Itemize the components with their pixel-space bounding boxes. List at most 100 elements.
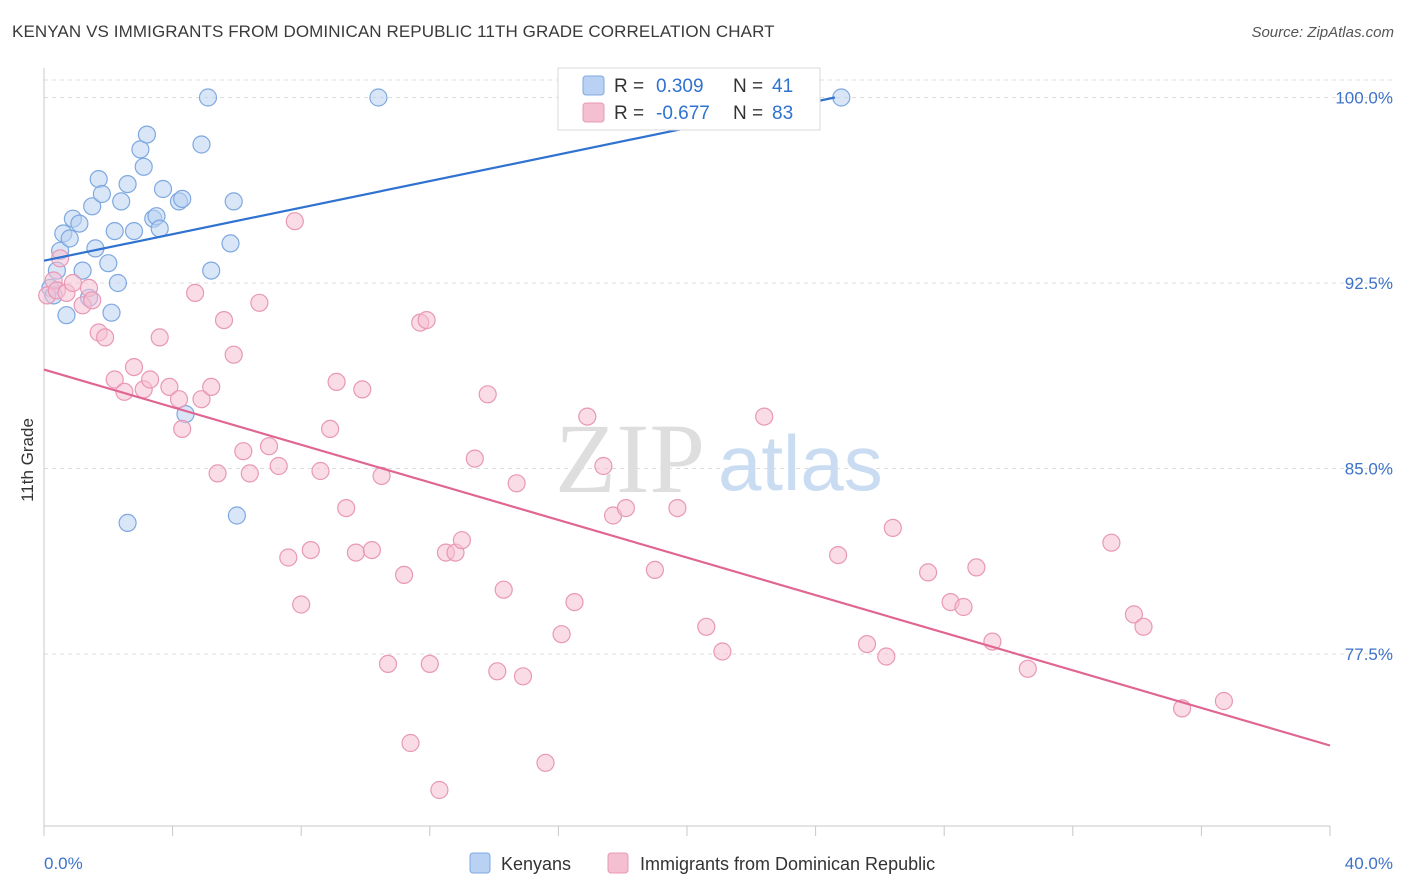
- kenyans-point: [124, 222, 144, 241]
- watermark-atlas: atlas: [718, 419, 883, 507]
- chart-title: KENYAN VS IMMIGRANTS FROM DOMINICAN REPU…: [12, 22, 775, 41]
- dominican-point: [417, 311, 436, 330]
- dominican-point: [234, 442, 253, 461]
- gridlines: [44, 79, 1392, 655]
- x-tick-label-end: 40.0%: [1345, 854, 1393, 873]
- dominican-point: [828, 545, 848, 565]
- dominican-point: [124, 358, 144, 377]
- legend-swatch-blue: [582, 75, 605, 96]
- dominican-point: [337, 499, 356, 518]
- dominican-point: [160, 377, 179, 396]
- legend-n-label-pink: N =: [733, 103, 763, 124]
- kenyans-point: [83, 197, 102, 216]
- bottom-legend-swatch-dominican: [607, 852, 629, 874]
- dominican-point: [346, 543, 365, 562]
- dominican-point: [1214, 691, 1234, 711]
- dominican-point: [967, 558, 986, 577]
- dominican-point: [918, 563, 938, 582]
- legend-r-label-blue: R =: [614, 76, 644, 97]
- dominican-point: [713, 642, 732, 661]
- dominican-point: [240, 464, 259, 483]
- dominican-point: [192, 390, 211, 409]
- dominican-point: [465, 449, 484, 468]
- dominican-point: [311, 461, 330, 481]
- dominican-point: [452, 531, 471, 550]
- kenyans-point: [173, 189, 192, 208]
- kenyans-point: [57, 306, 76, 325]
- bottom-legend: Kenyans Immigrants from Dominican Republ…: [469, 852, 935, 874]
- kenyans-point: [192, 135, 211, 154]
- dominican-point: [507, 474, 526, 493]
- dominican-point: [224, 345, 243, 364]
- dominican-point: [83, 291, 102, 310]
- dominican-point: [1018, 659, 1037, 678]
- legend-n-value-blue: 41: [772, 76, 793, 97]
- dominican-points: [38, 212, 1234, 800]
- kenyans-point: [118, 513, 137, 533]
- dominican-point: [697, 617, 716, 636]
- dominican-point: [95, 328, 115, 347]
- kenyans-point: [137, 125, 156, 144]
- kenyans-point: [118, 175, 137, 194]
- dominican-point: [292, 595, 311, 614]
- dominican-point: [420, 654, 439, 674]
- dominican-point: [353, 380, 372, 399]
- dominican-point: [115, 382, 134, 401]
- kenyans-point: [153, 179, 173, 199]
- dominican-point: [616, 499, 636, 518]
- dominican-point: [883, 518, 902, 538]
- y-tick-label: 92.5%: [1345, 274, 1393, 293]
- dominican-point: [478, 385, 497, 404]
- kenyans-point: [221, 234, 240, 253]
- dominican-point: [202, 377, 221, 396]
- dominican-point: [362, 540, 381, 560]
- dominican-trend-line: [43, 368, 1331, 747]
- legend-r-value-pink: -0.677: [656, 103, 710, 124]
- kenyans-point: [108, 273, 128, 293]
- kenyans-point: [369, 88, 388, 107]
- kenyans-point: [227, 506, 246, 525]
- kenyans-point: [134, 157, 153, 176]
- dominican-point: [1134, 617, 1153, 636]
- dominican-point: [565, 592, 584, 612]
- dominican-point: [250, 293, 269, 312]
- source-label: Source: ZipAtlas.com: [1251, 24, 1394, 41]
- dominican-point: [259, 437, 279, 456]
- bottom-legend-kenyans: Kenyans: [501, 854, 571, 874]
- dominican-point: [327, 372, 346, 391]
- y-tick-label: 100.0%: [1335, 89, 1393, 108]
- dominican-point: [63, 273, 83, 293]
- dominican-point: [857, 634, 877, 654]
- dominican-point: [430, 780, 449, 800]
- dominican-point: [954, 597, 973, 617]
- kenyans-point: [832, 88, 851, 107]
- kenyans-point: [60, 229, 79, 248]
- dominican-point: [536, 753, 555, 772]
- dominican-point: [645, 560, 665, 580]
- tick-labels: 77.5% 85.0% 92.5% 100.0% 0.0% 40.0%: [44, 89, 1393, 874]
- kenyans-point: [102, 303, 121, 322]
- dominican-point: [395, 565, 414, 585]
- dominican-point: [1102, 533, 1121, 552]
- axes: [43, 68, 1331, 836]
- legend-swatch-pink: [582, 102, 605, 123]
- y-axis-label: 11th Grade: [18, 418, 37, 502]
- dominican-point: [214, 311, 234, 330]
- dominican-point: [285, 212, 304, 231]
- dominican-point: [1124, 605, 1144, 624]
- kenyans-point: [99, 254, 118, 273]
- dominican-point: [594, 456, 613, 476]
- y-tick-label: 85.0%: [1345, 460, 1393, 479]
- y-tick-label: 77.5%: [1345, 645, 1393, 664]
- dominican-point: [141, 370, 160, 389]
- dominican-point: [755, 407, 774, 426]
- kenyans-point: [202, 261, 221, 280]
- dominican-point: [378, 654, 398, 674]
- kenyans-point: [105, 222, 124, 241]
- kenyans-point: [70, 214, 89, 233]
- dominican-point: [208, 464, 227, 483]
- dominican-point: [321, 419, 340, 438]
- dominican-point: [186, 283, 205, 302]
- bottom-legend-swatch-kenyans: [469, 852, 491, 874]
